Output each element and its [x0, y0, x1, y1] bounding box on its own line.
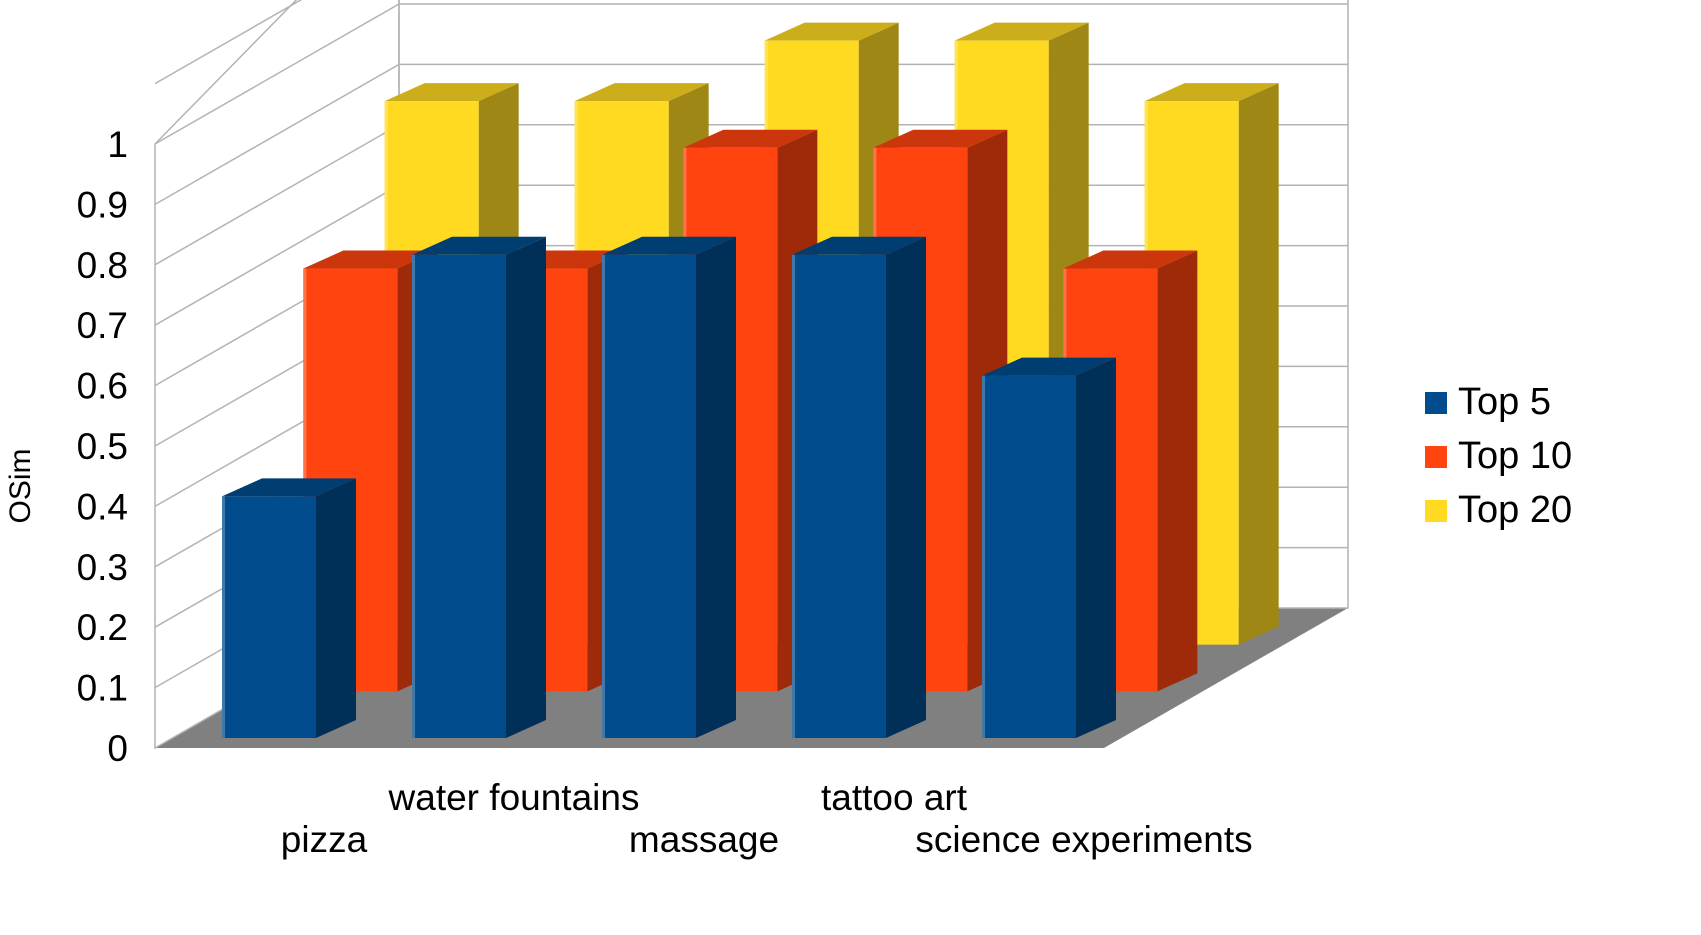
- y-axis-title: OSim: [4, 449, 37, 524]
- y-tick-label: 0.5: [77, 426, 128, 467]
- bar-side: [1238, 83, 1279, 645]
- bar-highlight: [222, 496, 225, 738]
- legend-swatch: [1425, 392, 1447, 414]
- bar-top-5-1: [412, 236, 546, 739]
- category-label: massage: [629, 819, 779, 860]
- y-tick-label: 0: [107, 728, 128, 769]
- category-label: pizza: [281, 819, 368, 860]
- bar-top: [303, 250, 438, 269]
- legend-label: Top 10: [1458, 435, 1572, 477]
- bar-side: [1076, 357, 1116, 738]
- category-label: tattoo art: [821, 777, 968, 818]
- bar-side: [696, 236, 736, 739]
- bar-front: [982, 375, 1076, 738]
- bar-top-5-4: [982, 357, 1116, 738]
- bar-top: [792, 236, 926, 255]
- bar-top: [1063, 250, 1198, 269]
- bar-top: [873, 129, 1008, 148]
- y-tick-label: 0.8: [77, 245, 128, 286]
- gridline-left: [154, 3, 400, 145]
- category-label: science experiments: [915, 819, 1252, 860]
- legend-swatch: [1425, 446, 1447, 468]
- y-tick-labels: 0 0.1 0.2 0.3 0.4 0.5 0.6 0.7 0.8 0.9 1: [77, 124, 128, 769]
- legend-swatch: [1425, 500, 1447, 522]
- bar-front: [602, 254, 696, 739]
- bar-front: [792, 254, 886, 739]
- y-tick-label: 0.9: [77, 184, 128, 225]
- gridline-left: [154, 124, 400, 266]
- y-tick-label: 1: [107, 124, 128, 165]
- bar-top: [683, 129, 818, 148]
- bar-highlight: [602, 254, 605, 739]
- legend-label: Top 5: [1458, 381, 1551, 423]
- bar-top-5-3: [792, 236, 926, 739]
- gridline-left: [154, 63, 400, 206]
- y-tick-label: 0.6: [77, 366, 128, 407]
- bar-top: [574, 83, 709, 102]
- y-tick-label: 0.3: [77, 547, 128, 588]
- bar-top: [764, 22, 899, 41]
- chart-bars: [222, 22, 1279, 739]
- gridline-left: [154, 0, 303, 85]
- bar-top: [1144, 83, 1279, 102]
- category-label: water fountains: [388, 777, 640, 818]
- y-tick-label: 0.7: [77, 305, 128, 346]
- y-tick-label: 0.2: [77, 607, 128, 648]
- bar-highlight: [412, 254, 415, 739]
- bar-top-5-2: [602, 236, 736, 739]
- bar-highlight: [982, 375, 985, 738]
- bar-side: [506, 236, 546, 739]
- bar-side: [886, 236, 926, 739]
- gridline-left: [154, 184, 400, 326]
- bar-top: [384, 83, 519, 102]
- bar-front: [412, 254, 506, 739]
- bar-side: [316, 478, 356, 738]
- bar-top: [602, 236, 736, 255]
- bar-side: [1157, 250, 1198, 692]
- bar-front: [222, 496, 316, 738]
- bar-top: [222, 478, 356, 497]
- bar-top: [982, 357, 1116, 376]
- bar-top: [412, 236, 546, 255]
- bar-top: [954, 22, 1089, 41]
- bar-highlight: [792, 254, 795, 739]
- legend-label: Top 20: [1458, 489, 1572, 531]
- bar-top-5-0: [222, 478, 356, 738]
- legend: Top 5 Top 10 Top 20: [1425, 381, 1572, 531]
- y-tick-label: 0.4: [77, 486, 128, 527]
- y-tick-label: 0.1: [77, 668, 128, 709]
